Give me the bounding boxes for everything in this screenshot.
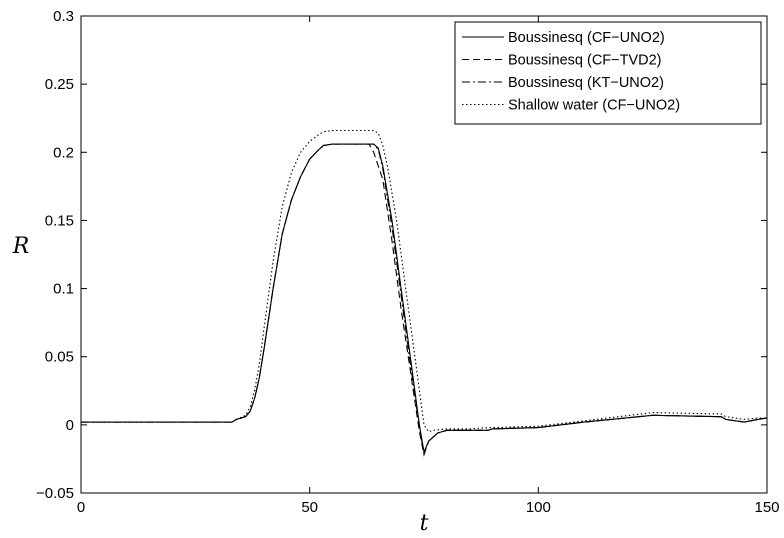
series-line-3: [81, 143, 768, 456]
y-tick-label: −0.05: [36, 485, 74, 502]
y-tick-label: 0: [66, 417, 74, 434]
x-axis-label: t: [420, 511, 429, 536]
y-tick-labels: −0.05 0 0.05 0.1 0.15 0.2 0.25 0.3: [36, 8, 74, 502]
y-axis-label: R: [12, 234, 30, 259]
x-tick-label: 50: [301, 499, 318, 516]
x-tick-label: 150: [754, 499, 779, 516]
series-line-4: [81, 129, 767, 433]
y-tick-label: 0.05: [45, 349, 74, 366]
y-tick-label: 0.15: [45, 212, 74, 229]
series-layer: [81, 129, 768, 457]
y-tick-label: 0.2: [53, 144, 74, 161]
legend-box: [454, 21, 762, 125]
y-tick-label: 0.1: [53, 281, 74, 298]
y-tick-label: 0.25: [45, 76, 74, 93]
legend-label-1: Boussinesq (CF−UNO2): [508, 30, 665, 46]
y-tick-label: 0.3: [53, 8, 74, 25]
x-tick-label: 100: [526, 499, 551, 516]
axes-box: [80, 15, 768, 494]
x-tick-label: 0: [77, 499, 85, 516]
legend-label-4: Shallow water (CF−UNO2): [508, 98, 680, 114]
legend-label-2: Boussinesq (CF−TVD2): [508, 53, 662, 69]
legend-label-3: Boussinesq (KT−UNO2): [508, 75, 664, 91]
x-tick-labels: 0 50 100 150: [77, 499, 780, 516]
legend: Boussinesq (CF−UNO2) Boussinesq (CF−TVD2)…: [454, 21, 762, 125]
